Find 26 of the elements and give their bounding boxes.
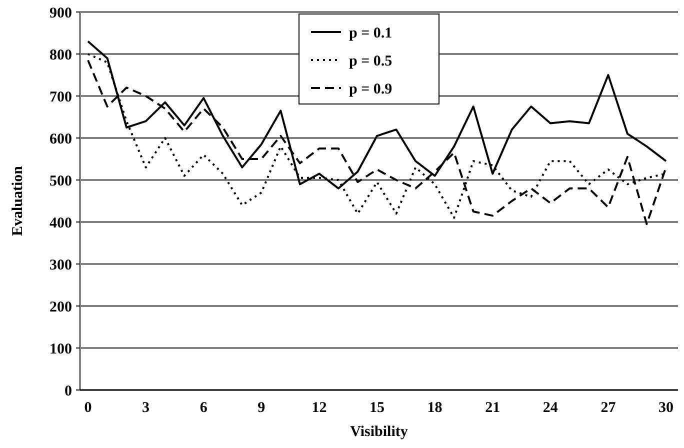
- x-tick-label: 18: [427, 400, 442, 416]
- y-tick-label: 700: [50, 89, 72, 106]
- y-tick-label: 100: [50, 341, 72, 358]
- y-tick-label: 300: [50, 257, 72, 274]
- x-tick-label: 0: [84, 400, 92, 416]
- y-tick-label: 800: [50, 47, 72, 64]
- y-tick-label: 600: [50, 131, 72, 148]
- y-tick-label: 0: [64, 383, 72, 400]
- x-tick-label: 12: [312, 400, 327, 416]
- x-tick-label: 15: [370, 400, 384, 416]
- legend-label: p = 0.5: [349, 53, 392, 70]
- legend-label: p = 0.1: [349, 25, 392, 42]
- x-tick-label: 6: [200, 400, 208, 416]
- y-tick-label: 200: [50, 299, 72, 316]
- legend-label: p = 0.9: [349, 81, 392, 98]
- x-tick-label: 30: [658, 400, 674, 416]
- y-tick-label: 900: [50, 5, 72, 22]
- y-axis-title: Evaluation: [10, 165, 26, 236]
- x-tick-label: 9: [258, 400, 266, 416]
- x-tick-label: 24: [542, 400, 558, 416]
- x-axis-title: Visibility: [350, 424, 408, 440]
- y-tick-label: 400: [50, 215, 72, 232]
- y-tick-label: 500: [50, 173, 72, 190]
- x-tick-label: 27: [600, 400, 616, 416]
- x-tick-label: 3: [142, 400, 150, 416]
- x-tick-label: 21: [485, 400, 500, 416]
